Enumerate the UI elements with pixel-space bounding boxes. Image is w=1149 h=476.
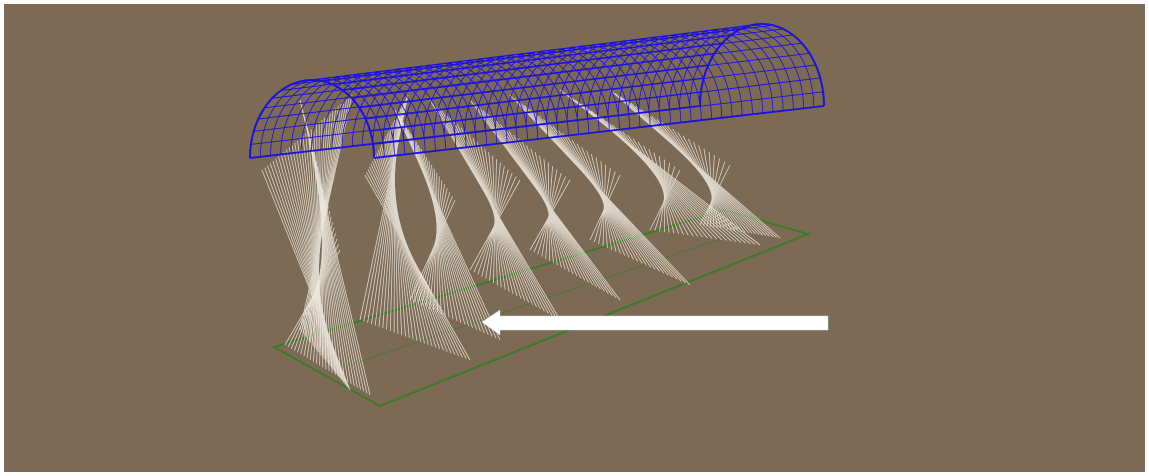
ray-line <box>284 249 341 346</box>
ray-line <box>307 131 325 360</box>
ray-line <box>386 133 414 340</box>
ray-line <box>294 142 333 369</box>
ray-line <box>699 164 731 226</box>
ray-line <box>385 136 418 341</box>
ray-line <box>420 149 462 323</box>
ray-line <box>392 122 399 334</box>
ray-line <box>375 155 444 351</box>
ray-line <box>316 194 326 364</box>
ray-line <box>425 156 454 320</box>
ray-line <box>409 199 456 301</box>
ray-line <box>405 125 485 334</box>
ray-line <box>433 176 440 311</box>
vault-wireframe-mesh <box>249 22 825 159</box>
ray-line <box>708 151 715 228</box>
vault-mesh <box>249 22 825 159</box>
ray-line <box>376 152 441 350</box>
ray-bundle-front-a <box>261 94 353 391</box>
ray-line <box>382 141 425 344</box>
ray-line <box>389 117 397 332</box>
ray-line <box>469 179 521 271</box>
vault-edge-arch <box>699 22 825 107</box>
ray-bundle-fan-5 <box>559 89 761 246</box>
ray-line <box>386 114 399 330</box>
ray-line <box>429 180 443 309</box>
ray-line <box>436 172 438 313</box>
ray-bundle-fan-1 <box>394 109 501 341</box>
ray-bundle-fan-6 <box>609 89 781 239</box>
ray-line <box>377 150 437 348</box>
ray-line <box>359 94 409 321</box>
ray-line <box>317 122 320 352</box>
ray-bundle-front-c <box>359 94 471 361</box>
ray-line <box>321 183 324 368</box>
ray-line <box>380 144 429 345</box>
ray-line <box>598 167 611 244</box>
ray-line <box>654 166 676 231</box>
ray-line <box>431 164 446 316</box>
ray-line <box>693 142 725 230</box>
ray-line <box>589 174 621 241</box>
ray-line <box>649 169 681 231</box>
ray-line <box>412 137 473 328</box>
ray-line <box>703 148 718 228</box>
ray-line <box>383 139 422 343</box>
ray-line <box>433 168 442 314</box>
ray-line <box>428 160 450 318</box>
ray-line <box>698 145 722 229</box>
ray-line <box>388 130 410 338</box>
ray-line <box>593 171 616 243</box>
ray-line <box>317 166 333 373</box>
ray-line <box>410 133 477 330</box>
ray-line <box>391 125 403 336</box>
ray-line <box>389 128 406 337</box>
ray-line <box>299 138 330 365</box>
arrow-shape <box>481 309 829 336</box>
vault-base-edge <box>249 105 701 159</box>
ray-line <box>318 172 330 371</box>
ray-line <box>706 158 720 227</box>
ray-bundle-fan-3 <box>469 99 621 301</box>
ray-line <box>319 188 325 366</box>
ray-line <box>286 149 337 374</box>
ray-line <box>659 162 670 232</box>
ray-line <box>302 135 328 363</box>
ray-bundle <box>261 89 781 396</box>
ray-line <box>291 144 334 371</box>
ray-line <box>537 172 562 255</box>
ray-line <box>425 184 445 308</box>
ray-line <box>710 155 715 227</box>
ray-line <box>415 141 470 327</box>
vault-base-edge <box>373 105 825 159</box>
ray-line <box>373 158 448 352</box>
ray-line <box>379 147 433 347</box>
ray-line <box>407 129 481 332</box>
ray-line <box>418 145 466 325</box>
ray-bundle-front-b <box>284 99 371 396</box>
direction-arrow <box>481 309 829 336</box>
footprint-centerline <box>334 221 771 371</box>
ray-bundle-fan-2 <box>429 99 561 321</box>
ray-line <box>533 176 567 253</box>
ray-line <box>315 161 336 375</box>
ray-line <box>312 199 328 362</box>
background <box>4 4 1145 472</box>
ray-line <box>703 161 726 226</box>
ray-line <box>320 177 327 370</box>
ray-bundle-fan-4 <box>509 94 691 286</box>
ray-line <box>314 117 326 349</box>
ray-line <box>529 179 571 251</box>
ray-line <box>423 152 458 321</box>
